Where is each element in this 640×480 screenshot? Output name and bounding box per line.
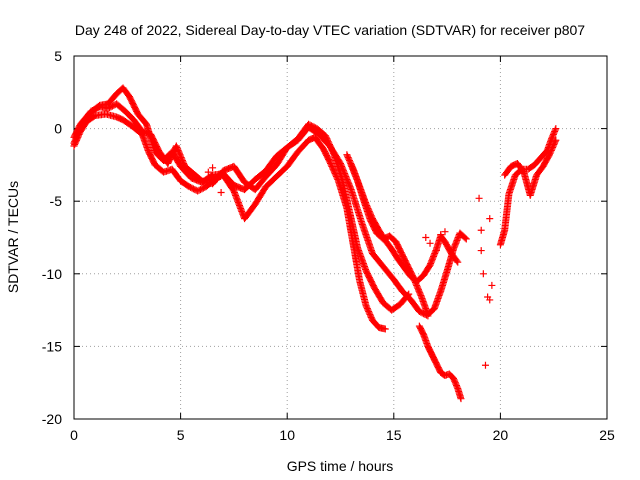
data-point [453, 257, 461, 265]
x-tick-label: 0 [70, 427, 78, 443]
x-tick-label: 25 [599, 427, 615, 443]
data-point [481, 361, 489, 369]
data-point [486, 215, 494, 223]
data-point [461, 234, 469, 242]
y-tick-label: 5 [54, 48, 62, 64]
data-point [217, 188, 225, 196]
data-point [488, 281, 496, 289]
y-tick-label: 0 [54, 121, 62, 137]
data-point [213, 175, 221, 183]
data-point [204, 168, 212, 176]
data-point [462, 235, 470, 243]
data-point [551, 138, 559, 146]
data-point [426, 239, 434, 247]
y-tick-label: -20 [42, 411, 62, 427]
data-point [437, 231, 445, 239]
data-point [477, 226, 485, 234]
chart-title: Day 248 of 2022, Sidereal Day-to-day VTE… [75, 22, 585, 38]
data-point [552, 136, 560, 144]
y-tick-label: -15 [42, 338, 62, 354]
x-tick-label: 10 [279, 427, 295, 443]
data-point [457, 395, 465, 403]
data-point [475, 194, 483, 202]
data-point [477, 247, 485, 255]
y-tick-label: -5 [50, 193, 63, 209]
data-point [479, 270, 487, 278]
data-point [432, 247, 440, 255]
axis-ticks: 0 5 10 15 20 25 5 0 -5 -10 -15 -20 [42, 48, 615, 443]
data-point [209, 164, 217, 172]
data-points [70, 84, 560, 403]
grid [74, 56, 607, 419]
data-point [441, 228, 449, 236]
x-tick-label: 15 [386, 427, 402, 443]
x-tick-label: 5 [177, 427, 185, 443]
x-axis-label: GPS time / hours [287, 458, 394, 474]
data-point [381, 325, 389, 333]
x-tick-label: 20 [493, 427, 509, 443]
data-point [552, 125, 560, 133]
y-axis-label: SDTVAR / TECUs [5, 181, 21, 293]
y-tick-label: -10 [42, 266, 62, 282]
data-point [454, 258, 462, 266]
data-point [486, 296, 494, 304]
data-point [422, 234, 430, 241]
plot-frame [73, 55, 608, 420]
data-point [551, 126, 559, 134]
